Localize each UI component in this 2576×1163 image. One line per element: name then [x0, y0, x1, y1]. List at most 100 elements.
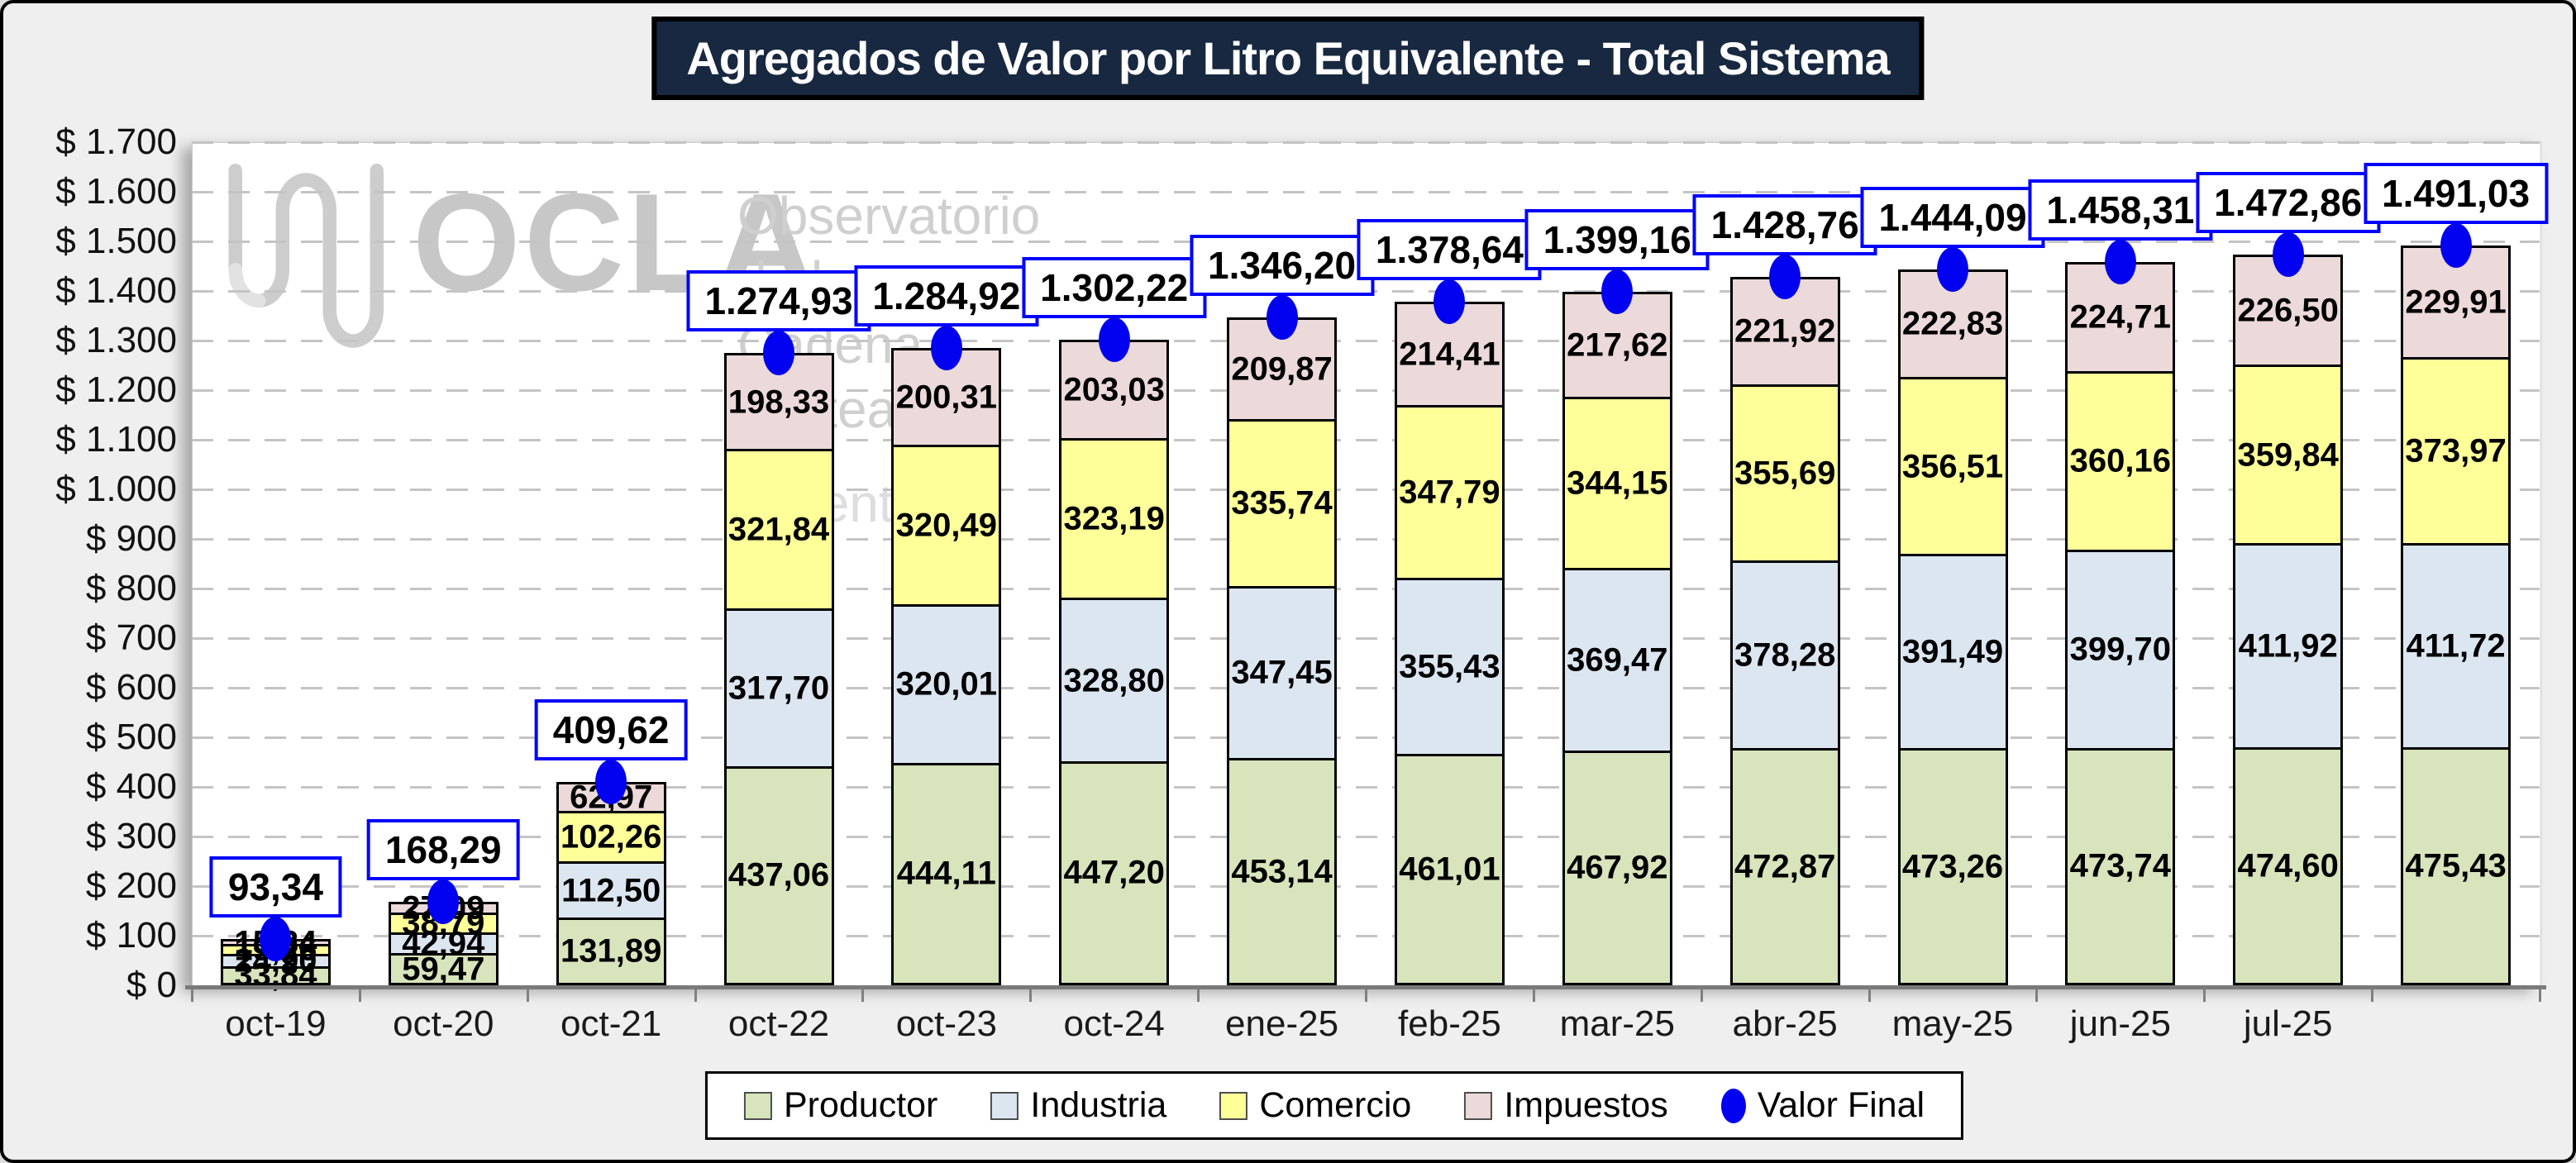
x-axis-category-label: oct-20 [393, 1003, 494, 1044]
y-axis-tick-label: $ 1.300 [55, 320, 177, 360]
bar-segment-productor: 474,60 [2233, 750, 2344, 985]
segment-value-label: 378,28 [1734, 636, 1836, 674]
segment-value-label: 472,87 [1734, 848, 1836, 885]
segment-value-label: 42,94 [402, 925, 485, 962]
segment-value-label: 461,01 [1399, 851, 1500, 888]
valor-final-dot [1769, 254, 1801, 299]
valor-final-label: 1.491,03 [2364, 163, 2549, 225]
x-axis-category-label: may-25 [1891, 1003, 2014, 1044]
valor-final-dot [595, 760, 627, 805]
valor-final-dot [2440, 223, 2472, 269]
gridline [192, 885, 2540, 888]
segment-value-label: 320,01 [895, 665, 998, 703]
bar-segment-comercio: 323,19 [1059, 440, 1170, 601]
valor-final-label: 1.284,92 [854, 265, 1039, 327]
x-axis-tick [2203, 989, 2206, 1002]
gridline [192, 489, 2540, 491]
valor-final-dot [1937, 246, 1968, 292]
segment-value-label: 411,92 [2238, 627, 2338, 665]
bar-segment-comercio: 344,15 [1562, 399, 1672, 570]
legend-item-productor: Productor [743, 1085, 937, 1126]
x-axis-category-label: oct-21 [560, 1003, 662, 1044]
segment-value-label: 209,87 [1231, 350, 1333, 388]
segment-value-label: 200,31 [895, 379, 998, 416]
valor-final-label: 1.472,86 [2196, 172, 2381, 234]
gridline [192, 191, 2540, 193]
y-axis-tick-label: $ 1.700 [55, 122, 177, 162]
valor-final-label: 93,34 [209, 856, 341, 918]
x-axis-tick [1197, 989, 1200, 1002]
y-axis-tick-label: $ 1.600 [55, 171, 177, 212]
stacked-bar-oct-22: 437,06 317,70 321,84 198,33 [723, 353, 834, 985]
x-axis-tick [2539, 989, 2541, 1002]
x-axis-tick [526, 989, 529, 1002]
bar-segment-productor: 473,74 [2065, 750, 2176, 985]
bar-segment-comercio: 335,74 [1227, 422, 1338, 589]
y-axis-tick-label: $ 1.400 [55, 270, 177, 311]
valor-final-dot [930, 326, 962, 371]
stacked-bar-jul-25: 474,60 411,92 359,84 226,50 [2233, 255, 2344, 985]
bar-segment-comercio: 347,79 [1394, 408, 1505, 581]
x-axis-tick [1868, 989, 1871, 1002]
legend-swatch-icon [990, 1091, 1019, 1120]
y-axis-tick-label: $ 300 [85, 816, 177, 856]
segment-value-label: 473,26 [1901, 848, 2004, 884]
segment-value-label: 447,20 [1063, 854, 1165, 891]
gridline [192, 687, 2540, 689]
legend-swatch-icon [743, 1091, 772, 1120]
bar-segment-comercio: 355,69 [1729, 386, 1840, 564]
legend: Productor Industria Comercio Impuestos Valor… [704, 1071, 1964, 1140]
bar-segment-productor: 59,47 [388, 951, 499, 987]
segment-value-label: 359,84 [2237, 436, 2339, 474]
x-axis-category-label: mar-25 [1559, 1003, 1675, 1044]
bar-segment-comercio: 321,84 [723, 451, 834, 612]
y-axis-tick-label: $ 400 [85, 766, 177, 807]
segment-value-label: 321,84 [727, 511, 830, 548]
segment-value-label: 226,50 [2237, 292, 2339, 329]
gridline [192, 935, 2540, 937]
bar-segment-productor: 461,01 [1394, 756, 1505, 985]
x-axis-tick [1365, 989, 1367, 1002]
y-axis-tick-label: $ 500 [85, 717, 177, 757]
bar-segment-comercio: 356,51 [1897, 379, 2008, 557]
bar-segment-productor: 444,11 [891, 765, 1002, 985]
x-axis-category-label: jun-25 [2069, 1003, 2171, 1044]
y-axis-tick-label: $ 100 [85, 915, 177, 956]
segment-value-label: 214,41 [1399, 336, 1500, 373]
valor-final-dot [1098, 317, 1130, 362]
valor-final-dot [1266, 295, 1298, 341]
y-axis-tick-label: $ 1.100 [55, 419, 177, 460]
segment-value-label: 467,92 [1567, 849, 1668, 886]
gridline [192, 141, 2540, 144]
segment-value-label: 102,26 [560, 818, 662, 856]
y-axis-tick-label: $ 800 [85, 568, 177, 608]
bar-segment-industria: 328,80 [1059, 600, 1170, 764]
y-axis-tick-label: $ 1.000 [55, 469, 177, 509]
y-axis-tick-label: $ 1.500 [55, 221, 177, 261]
legend-item-industria: Industria [990, 1085, 1166, 1126]
segment-value-label: 131,89 [560, 932, 662, 970]
segment-value-label: 320,49 [895, 507, 998, 544]
segment-value-label: 198,33 [727, 384, 830, 421]
segment-value-label: 347,45 [1231, 654, 1333, 691]
segment-value-label: 399,70 [2069, 631, 2172, 668]
stacked-bar-abr-25: 472,87 378,28 355,69 221,92 [1729, 276, 1840, 985]
segment-value-label: 224,71 [2069, 298, 2172, 336]
segment-value-label: 203,03 [1063, 371, 1165, 408]
stacked-bar-oct-24: 447,20 328,80 323,19 203,03 [1059, 339, 1170, 985]
bar-segment-industria: 411,72 [2401, 545, 2512, 750]
valor-final-label: 1.444,09 [1860, 186, 2045, 248]
x-axis-tick [2371, 989, 2374, 1002]
y-axis-tick-label: $ 1.200 [55, 369, 177, 410]
bar-segment-productor: 447,20 [1059, 763, 1170, 985]
gridline [192, 736, 2540, 739]
segment-value-label: 222,83 [1901, 305, 2004, 342]
bar-segment-industria: 399,70 [2065, 551, 2176, 751]
valor-final-dot [427, 879, 460, 925]
stacked-bar-mar-25: 467,92 369,47 344,15 217,62 [1562, 291, 1672, 985]
bar-segment-impuestos: 217,62 [1562, 291, 1672, 400]
bar-segment-industria: 320,01 [891, 606, 1002, 765]
segment-value-label: 317,70 [727, 670, 830, 707]
x-axis-category-label: abr-25 [1732, 1003, 1838, 1044]
stacked-bar-may-25: 473,26 391,49 356,51 222,83 [1897, 269, 2008, 985]
